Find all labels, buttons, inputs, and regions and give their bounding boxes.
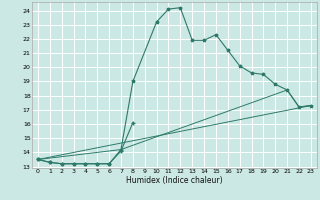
X-axis label: Humidex (Indice chaleur): Humidex (Indice chaleur)	[126, 176, 223, 185]
